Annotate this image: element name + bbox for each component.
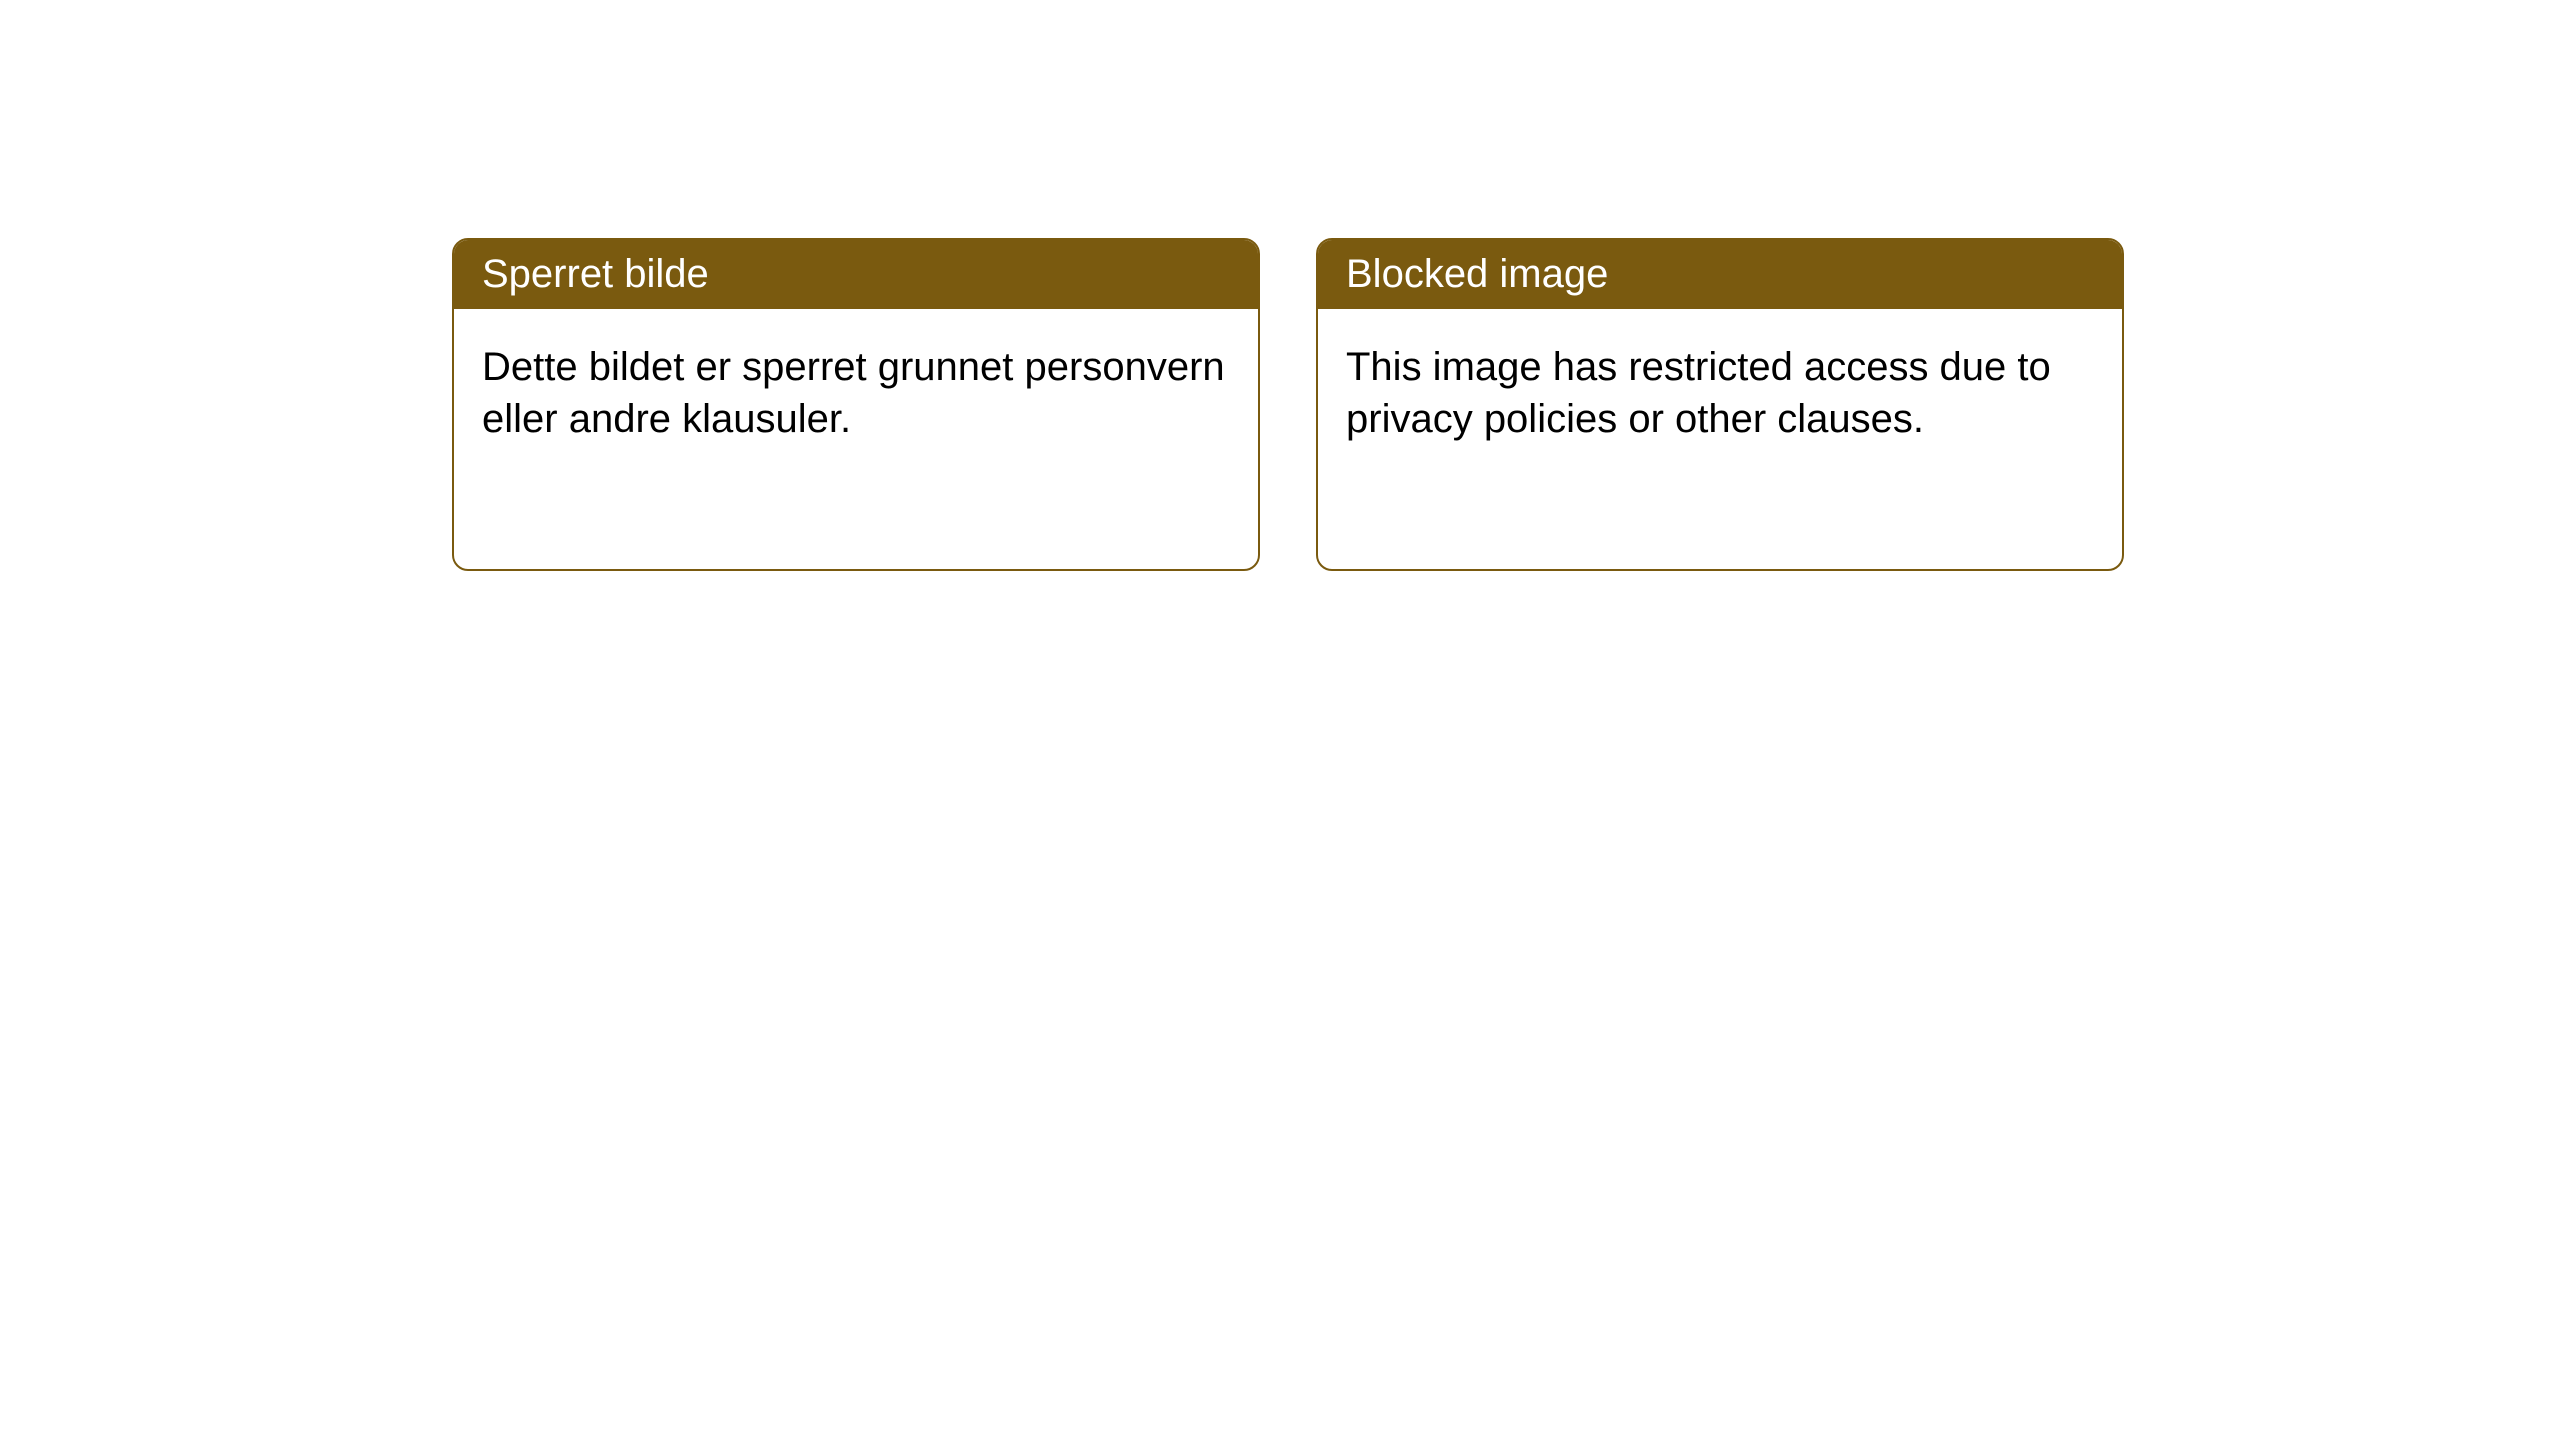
notice-card-english: Blocked image This image has restricted … [1316, 238, 2124, 571]
notice-title: Sperret bilde [482, 252, 709, 296]
notice-card-norwegian: Sperret bilde Dette bildet er sperret gr… [452, 238, 1260, 571]
notice-header: Sperret bilde [454, 240, 1258, 309]
notice-body: Dette bildet er sperret grunnet personve… [454, 309, 1258, 569]
notice-header: Blocked image [1318, 240, 2122, 309]
notice-title: Blocked image [1346, 252, 1608, 296]
notice-text: Dette bildet er sperret grunnet personve… [482, 345, 1225, 441]
notice-container: Sperret bilde Dette bildet er sperret gr… [0, 0, 2560, 571]
notice-text: This image has restricted access due to … [1346, 345, 2051, 441]
notice-body: This image has restricted access due to … [1318, 309, 2122, 569]
